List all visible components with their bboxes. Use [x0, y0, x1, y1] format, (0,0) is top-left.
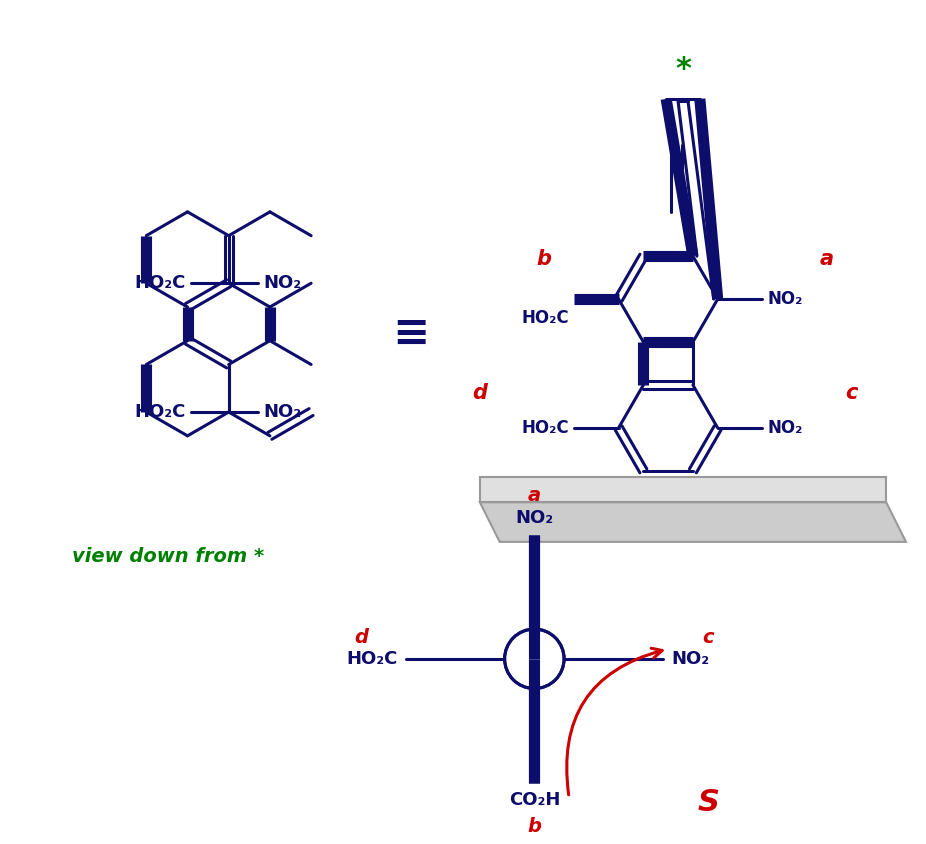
Text: NO₂: NO₂ [768, 419, 803, 437]
Text: d: d [354, 627, 368, 647]
Polygon shape [480, 478, 886, 502]
Text: CO₂H: CO₂H [508, 791, 560, 809]
Text: NO₂: NO₂ [263, 274, 302, 292]
Text: HO₂C: HO₂C [134, 274, 186, 292]
Circle shape [505, 629, 564, 689]
Text: *: * [675, 55, 691, 84]
Text: a: a [528, 486, 541, 506]
Text: HO₂C: HO₂C [134, 403, 186, 421]
Text: NO₂: NO₂ [768, 290, 803, 308]
Text: NO₂: NO₂ [671, 650, 709, 668]
Text: NO₂: NO₂ [515, 509, 554, 527]
Text: S: S [698, 788, 720, 817]
Text: b: b [537, 250, 552, 269]
Text: HO₂C: HO₂C [521, 309, 569, 327]
Polygon shape [480, 502, 906, 542]
Text: HO₂C: HO₂C [346, 650, 397, 668]
Text: HO₂C: HO₂C [521, 419, 569, 437]
Text: b: b [527, 817, 542, 836]
Text: view down from *: view down from * [71, 547, 264, 566]
Text: c: c [845, 383, 857, 403]
Text: ≡: ≡ [392, 312, 429, 355]
Text: a: a [820, 250, 833, 269]
Text: NO₂: NO₂ [263, 403, 302, 421]
Text: c: c [702, 627, 714, 647]
Text: d: d [472, 383, 487, 403]
